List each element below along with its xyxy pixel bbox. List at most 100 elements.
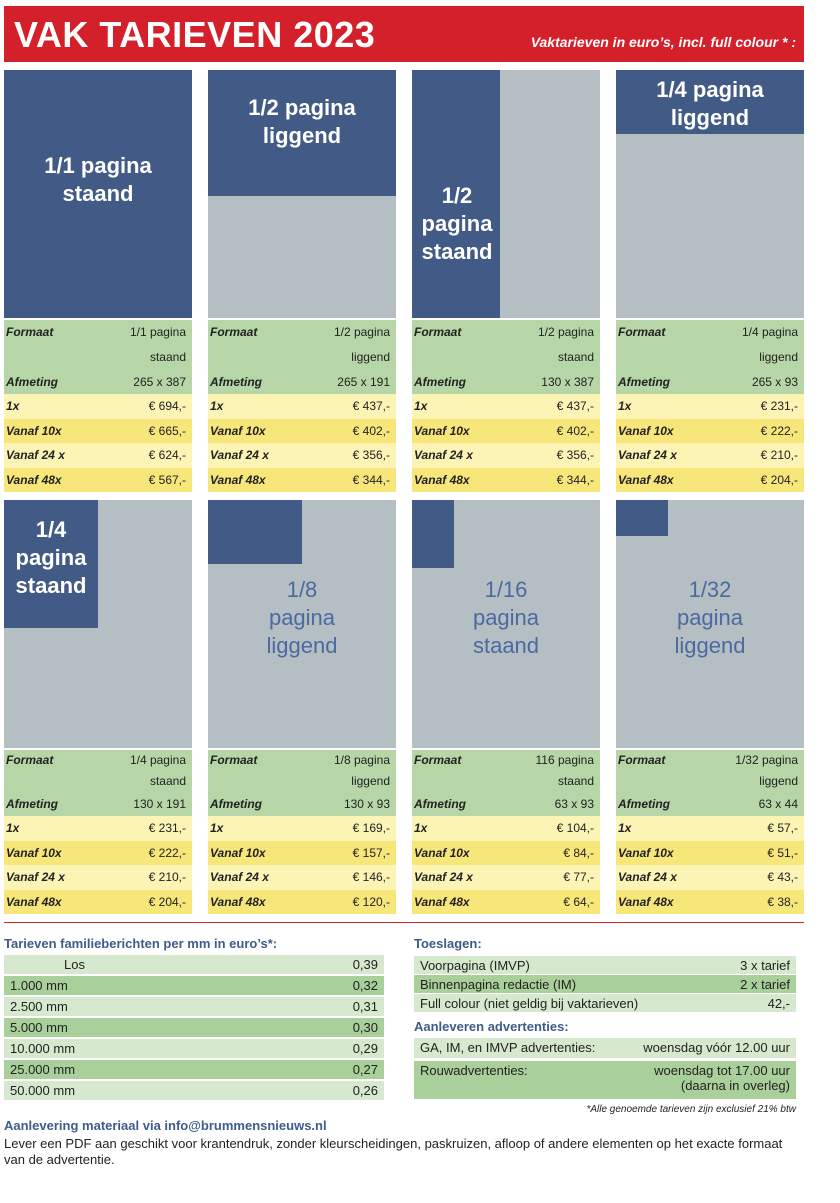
format-preview: 1/2 pagina liggend	[208, 70, 396, 318]
afmeting-row-value: 265 x 387	[133, 375, 186, 389]
price-48x-row-value: € 567,-	[148, 473, 186, 488]
price-24x-row: Vanaf 24 x € 210,-	[616, 443, 804, 468]
price-24x-row: Vanaf 24 x € 624,-	[4, 443, 192, 468]
family-rate-value: 0,30	[352, 1020, 378, 1035]
price-1x-row: 1x € 169,-	[208, 816, 396, 841]
format-preview-label: 1/4 pagina liggend	[656, 77, 764, 130]
price-1x-row-label: 1x	[414, 399, 428, 414]
page-title: VAK TARIEVEN 2023	[14, 14, 376, 55]
format-preview-fill	[4, 70, 192, 318]
family-rate-label: 10.000 mm	[10, 1041, 76, 1056]
price-10x-row-value: € 222,-	[148, 845, 186, 860]
price-48x-row: Vanaf 48x € 344,-	[208, 467, 396, 493]
price-24x-row-label: Vanaf 24 x	[414, 870, 473, 885]
family-rate-value: 0,26	[352, 1083, 378, 1098]
price-48x-row: Vanaf 48x € 567,-	[4, 467, 192, 493]
afmeting-row: Afmeting 130 x 93	[208, 792, 396, 816]
afmeting-row: Afmeting 265 x 387	[4, 370, 192, 394]
price-24x-row-label: Vanaf 24 x	[210, 448, 269, 463]
afmeting-row: Afmeting 63 x 93	[412, 792, 600, 816]
formaat-row-label: Formaat	[618, 753, 666, 767]
price-24x-row: Vanaf 24 x € 146,-	[208, 865, 396, 890]
afmeting-row: Afmeting 130 x 387	[412, 370, 600, 394]
price-24x-row-value: € 624,-	[148, 448, 186, 463]
price-24x-row: Vanaf 24 x € 356,-	[412, 443, 600, 468]
price-10x-row-label: Vanaf 10x	[414, 845, 470, 860]
price-10x-row-value: € 402,-	[352, 423, 390, 438]
price-24x-row-label: Vanaf 24 x	[414, 448, 473, 463]
price-1x-row-value: € 231,-	[148, 821, 186, 836]
price-48x-row-label: Vanaf 48x	[414, 895, 470, 910]
format-spec-table: Formaat 1/32 pagina liggend Afmeting 63 x 44…	[616, 750, 804, 915]
price-1x-row-label: 1x	[210, 821, 224, 836]
family-rate-label: Los	[64, 957, 85, 972]
header-banner: VAK TARIEVEN 2023 Vaktarieven in euro’s,…	[4, 6, 804, 62]
format-preview-label: 1/16 pagina staand	[472, 577, 540, 658]
format-preview: 1/1 pagina staand	[4, 70, 192, 318]
afmeting-row-label: Afmeting	[618, 375, 670, 389]
price-1x-row-value: € 231,-	[760, 399, 798, 414]
afmeting-row-value: 265 x 93	[751, 375, 798, 389]
surcharge-value: 3 x tarief	[740, 957, 790, 973]
formaat-row-value: 116 pagina staand	[535, 753, 595, 788]
price-1x-row-label: 1x	[618, 399, 632, 414]
family-rate-row: Los 0,39	[4, 955, 384, 974]
price-10x-row: Vanaf 10x € 402,-	[412, 418, 600, 444]
format-preview-fill	[616, 500, 668, 536]
price-48x-row-label: Vanaf 48x	[6, 895, 62, 910]
format-preview-fill	[412, 70, 500, 318]
formaat-row-value: 1/4 pagina staand	[129, 753, 186, 788]
price-1x-row: 1x € 231,-	[4, 816, 192, 841]
formaat-row-label: Formaat	[210, 325, 258, 339]
price-1x-row: 1x € 231,-	[616, 394, 804, 419]
price-1x-row: 1x € 437,-	[208, 394, 396, 419]
price-1x-row-label: 1x	[6, 821, 20, 836]
formaat-row-value: 1/8 pagina liggend	[333, 753, 390, 788]
price-48x-row-value: € 344,-	[556, 473, 594, 488]
afmeting-row: Afmeting 130 x 191	[4, 792, 192, 816]
price-1x-row-value: € 104,-	[556, 821, 594, 836]
price-24x-row-value: € 43,-	[767, 870, 798, 885]
price-48x-row: Vanaf 48x € 120,-	[208, 889, 396, 915]
price-48x-row: Vanaf 48x € 204,-	[616, 467, 804, 493]
family-rate-label: 2.500 mm	[10, 999, 68, 1014]
price-10x-row-label: Vanaf 10x	[618, 423, 674, 438]
formaat-row: Formaat 1/8 pagina liggend	[208, 750, 396, 792]
price-1x-row-value: € 437,-	[352, 399, 390, 414]
price-10x-row-value: € 84,-	[563, 845, 594, 860]
format-preview-fill	[4, 500, 98, 628]
afmeting-row: Afmeting 265 x 191	[208, 370, 396, 394]
price-48x-row: Vanaf 48x € 64,-	[412, 889, 600, 915]
format-preview-label: 1/4 pagina staand	[15, 517, 87, 598]
surcharge-row: Voorpagina (IMVP) 3 x tarief	[414, 956, 796, 974]
format-spec-table: Formaat 1/1 pagina staand Afmeting 265 x 387…	[4, 320, 192, 493]
price-48x-row-value: € 344,-	[352, 473, 390, 488]
delivery-row: GA, IM, en IMVP advertenties: woensdag vó…	[414, 1038, 796, 1058]
delivery-value: woensdag vóór 12.00 uur	[643, 1040, 790, 1055]
formaat-row-value: 1/32 pagina liggend	[735, 753, 798, 788]
format-preview-label: 1/2 pagina staand	[421, 183, 493, 264]
surcharge-label: Binnenpagina redactie (IM)	[420, 976, 577, 992]
price-48x-row-value: € 38,-	[767, 895, 798, 910]
price-1x-row: 1x € 437,-	[412, 394, 600, 419]
family-rate-row: 25.000 mm 0,27	[4, 1060, 384, 1079]
format-spec-table: Formaat 116 pagina staand Afmeting 63 x 93 1x…	[412, 750, 600, 915]
price-48x-row: Vanaf 48x € 204,-	[4, 889, 192, 915]
family-rate-row: 1.000 mm 0,32	[4, 976, 384, 995]
price-24x-row: Vanaf 24 x € 356,-	[208, 443, 396, 468]
format-preview: 1/4 pagina liggend	[616, 70, 804, 318]
price-1x-row: 1x € 694,-	[4, 394, 192, 419]
price-24x-row-label: Vanaf 24 x	[6, 870, 65, 885]
delivery-label: GA, IM, en IMVP advertenties:	[420, 1040, 596, 1055]
delivery-title: Aanleveren advertenties:	[414, 1019, 569, 1034]
family-rate-label: 25.000 mm	[10, 1062, 76, 1077]
price-10x-row-label: Vanaf 10x	[6, 845, 62, 860]
price-10x-row-label: Vanaf 10x	[210, 423, 266, 438]
afmeting-row-label: Afmeting	[6, 375, 58, 389]
format-preview-fill	[616, 70, 804, 134]
formaat-row-label: Formaat	[210, 753, 258, 767]
surcharge-label: Full colour (niet geldig bij vaktarieven…	[420, 995, 639, 1011]
afmeting-row-value: 265 x 191	[337, 375, 390, 389]
formaat-row: Formaat 1/4 pagina liggend	[616, 320, 804, 370]
family-rate-row: 50.000 mm 0,26	[4, 1081, 384, 1100]
